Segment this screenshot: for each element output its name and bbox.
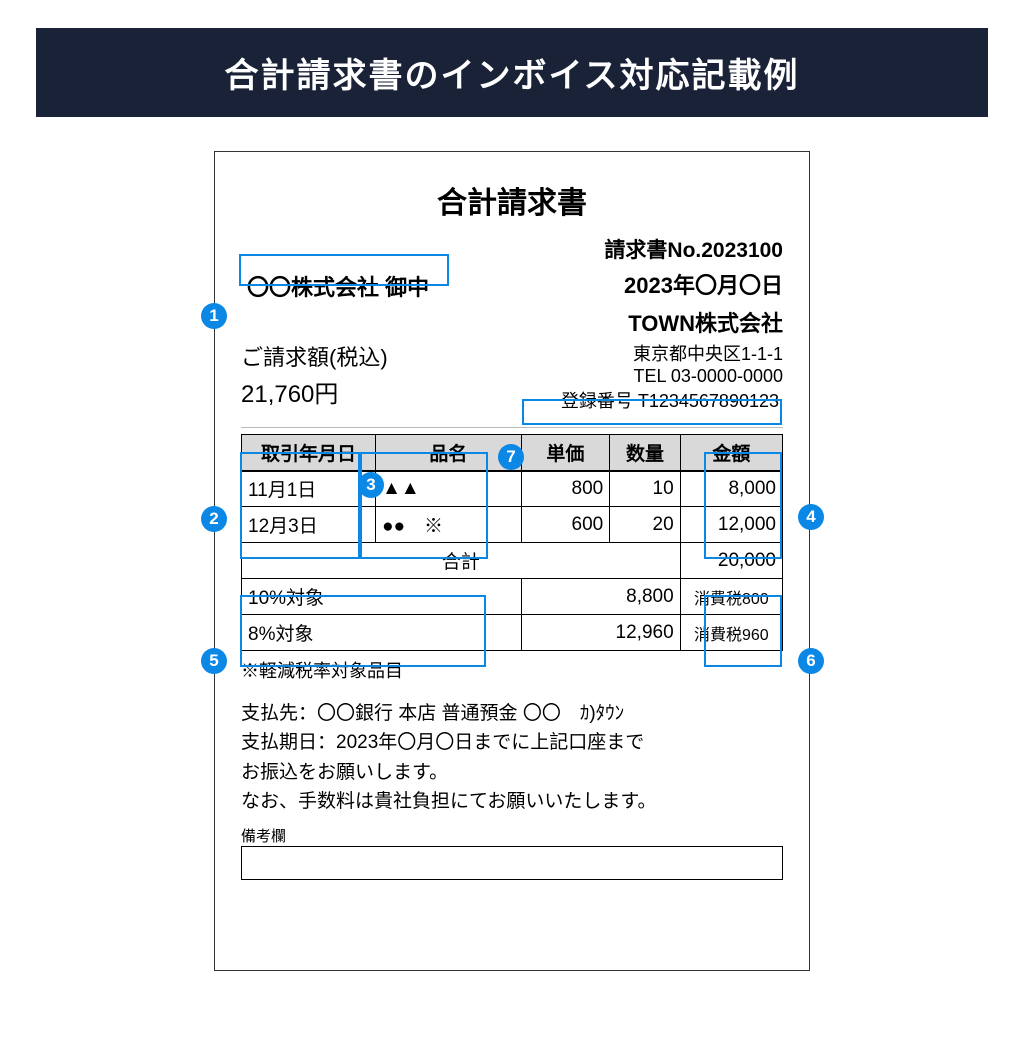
table-cell: 11月1日 bbox=[242, 471, 376, 507]
table-cell: 20 bbox=[610, 507, 680, 543]
total-label: 合計 bbox=[242, 543, 681, 579]
remarks-label: 備考欄 bbox=[241, 825, 783, 846]
badge-1: 1 bbox=[201, 303, 227, 329]
pay-line: お振込をお願いします。 bbox=[241, 758, 783, 787]
table-cell: ▲▲ bbox=[376, 471, 521, 507]
tax10-amount: 8,800 bbox=[521, 579, 680, 615]
th-amount: 金額 bbox=[680, 435, 782, 471]
tax8-amount: 12,960 bbox=[521, 615, 680, 651]
registration-number: 登録番号 T1234567890123 bbox=[557, 385, 783, 415]
amount-value: 21,760円 bbox=[241, 374, 388, 409]
issuer-name: TOWN株式会社 bbox=[241, 306, 783, 338]
badge-7: 7 bbox=[498, 444, 524, 470]
table-cell: ●● ※ bbox=[376, 507, 521, 543]
footnote: ※軽減税率対象品目 bbox=[241, 657, 783, 683]
table-cell: 12,000 bbox=[680, 507, 782, 543]
payment-info: 支払先：〇〇銀行 本店 普通預金 〇〇 ｶ)ﾀｳﾝ 支払期日：2023年〇月〇日… bbox=[241, 699, 783, 817]
table-cell: 12月3日 bbox=[242, 507, 376, 543]
remarks-box bbox=[241, 846, 783, 880]
badge-4: 4 bbox=[798, 504, 824, 530]
tax10-tax: 消費税800 bbox=[680, 579, 782, 615]
badge-2: 2 bbox=[201, 506, 227, 532]
table-cell: 8,000 bbox=[680, 471, 782, 507]
issuer-address: 東京都中央区1-1-1 bbox=[557, 340, 783, 366]
amount-label: ご請求額(税込) bbox=[241, 340, 388, 372]
th-qty: 数量 bbox=[610, 435, 680, 471]
divider bbox=[241, 427, 783, 428]
table-cell: 800 bbox=[521, 471, 610, 507]
pay-line: なお、手数料は貴社負担にてお願いいたします。 bbox=[241, 787, 783, 816]
invoice-document: 合計請求書 請求書No.2023100 〇〇株式会社 御中 2023年〇月〇日 … bbox=[214, 151, 810, 971]
badge-5: 5 bbox=[201, 648, 227, 674]
th-unit: 単価 bbox=[521, 435, 610, 471]
recipient-name: 〇〇株式会社 御中 bbox=[241, 268, 435, 304]
badge-6: 6 bbox=[798, 648, 824, 674]
tax8-label: 8%対象 bbox=[242, 615, 522, 651]
tax8-tax: 消費税960 bbox=[680, 615, 782, 651]
table-cell: 600 bbox=[521, 507, 610, 543]
invoice-number: 請求書No.2023100 bbox=[241, 234, 783, 264]
badge-3: 3 bbox=[358, 472, 384, 498]
page-banner: 合計請求書のインボイス対応記載例 bbox=[36, 28, 988, 117]
th-date: 取引年月日 bbox=[242, 435, 376, 471]
issue-date: 2023年〇月〇日 bbox=[624, 268, 783, 300]
pay-line: 支払期日：2023年〇月〇日までに上記口座まで bbox=[241, 728, 783, 757]
invoice-title: 合計請求書 bbox=[241, 178, 783, 222]
total-value: 20,000 bbox=[680, 543, 782, 579]
table-cell: 10 bbox=[610, 471, 680, 507]
tax10-label: 10%対象 bbox=[242, 579, 522, 615]
issuer-tel: TEL 03-0000-0000 bbox=[557, 366, 783, 387]
pay-line: 支払先：〇〇銀行 本店 普通預金 〇〇 ｶ)ﾀｳﾝ bbox=[241, 699, 783, 728]
